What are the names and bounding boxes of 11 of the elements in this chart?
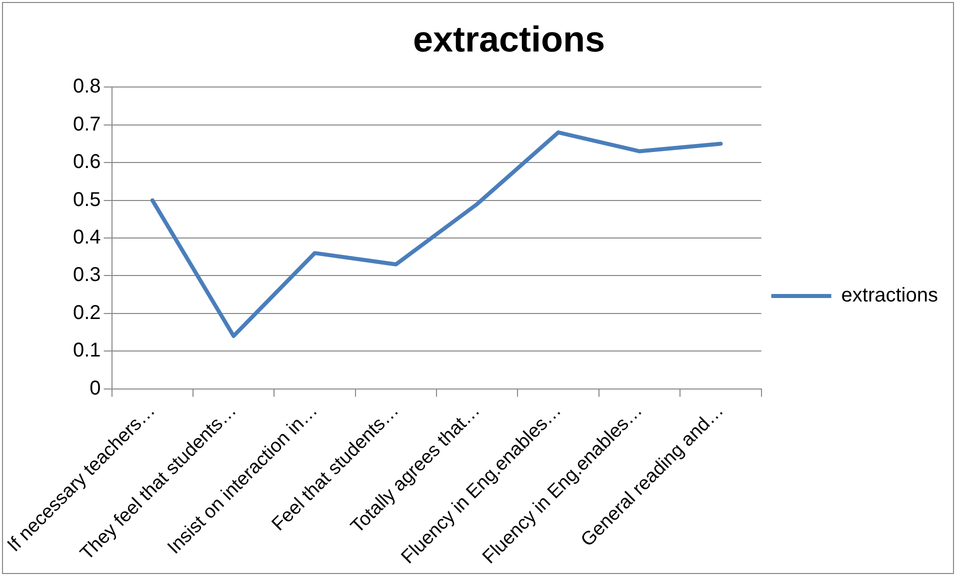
y-tick-label: 0.3 <box>72 264 101 286</box>
y-tick-label: 0.2 <box>72 302 101 324</box>
y-tick-label: 0.6 <box>72 151 101 174</box>
chart-title: extractions <box>412 18 606 60</box>
y-tick-label: 0.1 <box>72 340 101 362</box>
y-tick-label: 0 <box>90 377 101 400</box>
legend-label: extractions <box>841 284 938 307</box>
y-tick-label: 0.5 <box>72 188 101 211</box>
y-tick-label: 0.4 <box>72 226 101 249</box>
y-tick-label: 0.8 <box>72 76 101 98</box>
y-tick-label: 0.7 <box>72 113 101 136</box>
